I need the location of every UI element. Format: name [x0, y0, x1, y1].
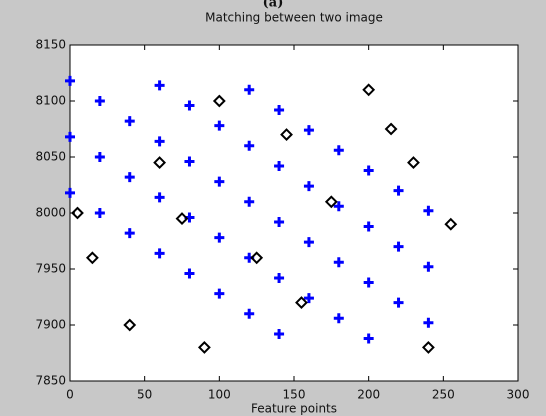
plus-marker [363, 165, 374, 176]
x-tick-label: 300 [507, 388, 530, 402]
plus-marker [333, 145, 344, 156]
diamond-marker [175, 212, 189, 226]
diamond-marker [384, 122, 398, 136]
x-tick-label: 150 [283, 388, 306, 402]
diamond-marker [123, 318, 137, 332]
y-tick-label: 8150 [35, 38, 66, 52]
plus-marker [303, 293, 314, 304]
plus-marker [244, 196, 255, 207]
diamond-marker [280, 128, 293, 142]
plus-marker [154, 248, 165, 259]
diamond-marker [212, 94, 226, 108]
y-tick-label: 8000 [35, 206, 66, 220]
plus-marker [94, 152, 105, 162]
plus-marker [94, 208, 105, 218]
plus-marker [363, 277, 374, 288]
diamond-marker [197, 340, 211, 354]
x-tick-label: 200 [357, 388, 380, 402]
plus-marker [154, 136, 165, 147]
x-tick-label: 250 [432, 388, 455, 402]
plus-marker [363, 333, 374, 344]
plus-marker [124, 228, 135, 239]
plus-marker [333, 201, 344, 212]
plus-marker [214, 120, 225, 131]
axes [69, 44, 519, 382]
plus-marker [214, 176, 225, 187]
x-tick-label: 100 [208, 388, 231, 402]
diamond-marker [153, 156, 167, 170]
plus-marker [65, 75, 75, 86]
plus-marker [244, 308, 255, 319]
plus-marker [274, 272, 285, 283]
diamond-marker [421, 340, 435, 354]
plus-marker [363, 221, 374, 232]
plus-marker [94, 96, 105, 106]
diamond-marker [295, 296, 308, 310]
plus-marker [274, 216, 285, 227]
plus-marker [423, 261, 434, 272]
plus-marker [303, 125, 314, 136]
plus-marker [65, 131, 75, 142]
y-tick-label: 7900 [35, 318, 66, 332]
diamond-marker [85, 251, 99, 265]
diamond-marker [71, 206, 84, 220]
plus-marker [303, 237, 314, 248]
plus-marker [184, 156, 195, 167]
plus-marker [393, 241, 404, 252]
plus-marker [244, 140, 255, 151]
plus-marker [274, 328, 285, 339]
plus-marker [65, 187, 75, 198]
plus-marker [333, 313, 344, 324]
plus-marker [124, 172, 135, 183]
y-tick-label: 8050 [35, 150, 66, 164]
plus-marker [214, 288, 225, 299]
plus-marker [214, 232, 225, 243]
plus-marker [423, 317, 434, 328]
y-tick-label: 8100 [35, 94, 66, 108]
plus-marker [184, 100, 195, 111]
plus-marker [303, 181, 314, 192]
plus-marker [333, 257, 344, 268]
diamond-marker [362, 83, 376, 97]
plus-marker [184, 268, 195, 279]
plus-marker [393, 297, 404, 308]
plus-marker [423, 205, 434, 216]
diamond-marker [324, 195, 338, 209]
plus-marker [154, 192, 165, 203]
diamond-marker [407, 156, 420, 170]
x-tick-label: 50 [137, 388, 152, 402]
x-axis-label: Feature points [251, 402, 337, 416]
plus-marker [124, 116, 135, 127]
plus-marker [274, 160, 285, 171]
plus-marker [393, 185, 404, 196]
chart-title: Matching between two image [205, 11, 383, 25]
plus-marker [244, 84, 255, 95]
diamond-marker [444, 217, 458, 231]
caption: (a) [263, 0, 284, 11]
x-tick-label: 0 [66, 388, 74, 402]
diamond-marker [250, 251, 264, 265]
y-tick-label: 7950 [35, 262, 66, 276]
plus-marker [154, 80, 165, 91]
y-tick-label: 7850 [35, 374, 66, 388]
plus-marker [274, 104, 285, 115]
